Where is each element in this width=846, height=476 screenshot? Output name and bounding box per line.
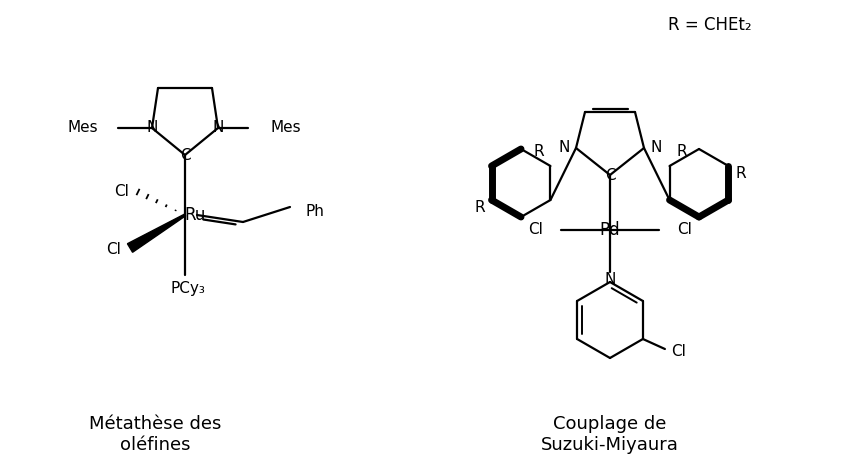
Text: C: C xyxy=(179,148,190,162)
Text: Ru: Ru xyxy=(184,206,206,224)
Text: N: N xyxy=(650,140,662,156)
Text: Ph: Ph xyxy=(305,205,324,219)
Text: R: R xyxy=(475,200,485,216)
Text: Métathèse des
oléfines: Métathèse des oléfines xyxy=(89,415,221,454)
Text: PCy₃: PCy₃ xyxy=(171,281,206,297)
Text: N: N xyxy=(212,120,223,136)
Polygon shape xyxy=(128,214,185,252)
Text: R: R xyxy=(676,145,687,159)
Text: R: R xyxy=(533,145,544,159)
Text: N: N xyxy=(558,140,570,156)
Text: Cl: Cl xyxy=(114,185,129,199)
Text: Mes: Mes xyxy=(68,120,98,136)
Text: Cl: Cl xyxy=(677,222,692,238)
Text: R = CHEt₂: R = CHEt₂ xyxy=(668,16,752,34)
Text: Cl: Cl xyxy=(672,345,686,359)
Text: N: N xyxy=(146,120,157,136)
Text: C: C xyxy=(605,168,615,182)
Text: Couplage de
Suzuki-Miyaura: Couplage de Suzuki-Miyaura xyxy=(541,415,679,454)
Text: Pd: Pd xyxy=(600,221,620,239)
Text: N: N xyxy=(604,272,616,288)
Text: R: R xyxy=(735,167,746,181)
Text: Cl: Cl xyxy=(528,222,543,238)
Text: Cl: Cl xyxy=(107,242,122,258)
Text: Mes: Mes xyxy=(270,120,300,136)
